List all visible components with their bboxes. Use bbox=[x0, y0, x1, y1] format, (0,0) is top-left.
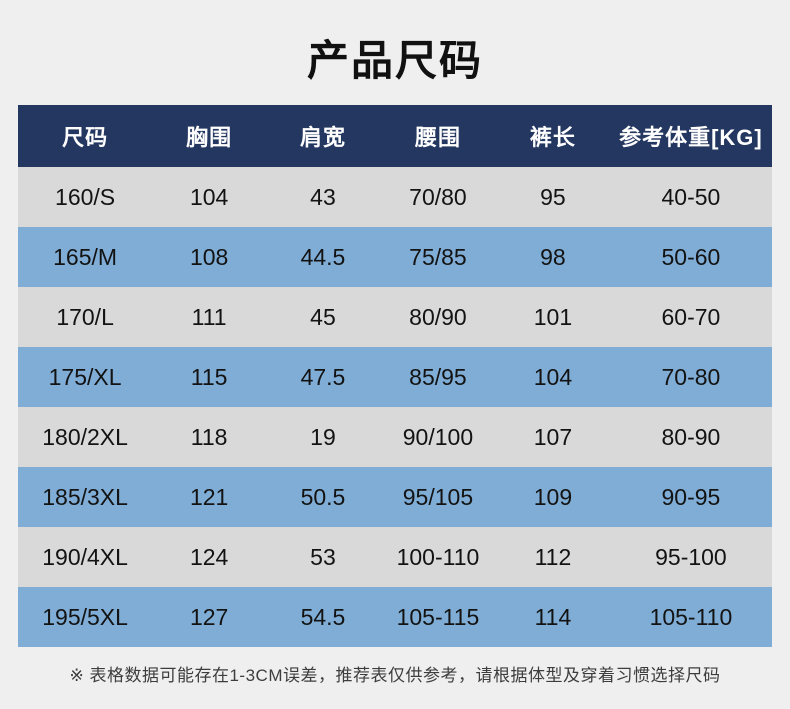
table-cell: 112 bbox=[496, 527, 610, 587]
table-cell: 100-110 bbox=[379, 527, 496, 587]
table-cell: 105-115 bbox=[379, 587, 496, 647]
table-row: 175/XL 115 47.5 85/95 104 70-80 bbox=[18, 347, 772, 407]
table-cell: 47.5 bbox=[266, 347, 380, 407]
table-cell: 50.5 bbox=[266, 467, 380, 527]
column-header: 肩宽 bbox=[266, 105, 380, 167]
table-cell: 95 bbox=[496, 167, 610, 227]
table-cell: 40-50 bbox=[609, 167, 772, 227]
table-cell: 43 bbox=[266, 167, 380, 227]
table-cell: 98 bbox=[496, 227, 610, 287]
column-header: 参考体重[KG] bbox=[609, 105, 772, 167]
table-cell: 114 bbox=[496, 587, 610, 647]
table-cell: 195/5XL bbox=[18, 587, 153, 647]
table-cell: 44.5 bbox=[266, 227, 380, 287]
table-cell: 101 bbox=[496, 287, 610, 347]
table-cell: 50-60 bbox=[609, 227, 772, 287]
table-row: 170/L 111 45 80/90 101 60-70 bbox=[18, 287, 772, 347]
table-cell: 95-100 bbox=[609, 527, 772, 587]
table-cell: 70/80 bbox=[379, 167, 496, 227]
table-cell: 115 bbox=[152, 347, 267, 407]
table-cell: 75/85 bbox=[379, 227, 496, 287]
table-cell: 85/95 bbox=[379, 347, 496, 407]
table-cell: 160/S bbox=[18, 167, 153, 227]
table-cell: 175/XL bbox=[18, 347, 153, 407]
table-cell: 118 bbox=[152, 407, 267, 467]
table-cell: 70-80 bbox=[609, 347, 772, 407]
table-cell: 104 bbox=[152, 167, 267, 227]
table-cell: 121 bbox=[152, 467, 267, 527]
size-chart-footnote: ※ 表格数据可能存在1-3CM误差，推荐表仅供参考，请根据体型及穿着习惯选择尺码 bbox=[69, 666, 721, 685]
table-cell: 105-110 bbox=[609, 587, 772, 647]
column-header: 尺码 bbox=[18, 105, 153, 167]
table-cell: 80/90 bbox=[379, 287, 496, 347]
table-cell: 45 bbox=[266, 287, 380, 347]
table-cell: 53 bbox=[266, 527, 380, 587]
table-row: 185/3XL 121 50.5 95/105 109 90-95 bbox=[18, 467, 772, 527]
table-row: 165/M 108 44.5 75/85 98 50-60 bbox=[18, 227, 772, 287]
table-row: 160/S 104 43 70/80 95 40-50 bbox=[18, 167, 772, 227]
size-table-body: 160/S 104 43 70/80 95 40-50 165/M 108 44.5 75/85 9… bbox=[18, 167, 772, 647]
page-title: 产品尺码 bbox=[306, 37, 483, 84]
table-cell: 95/105 bbox=[379, 467, 496, 527]
size-table-container: 尺码 胸围 肩宽 腰围 裤长 参考体重[KG] 160/S 104 43 70/80 95 40-5… bbox=[18, 105, 772, 647]
table-cell: 111 bbox=[152, 287, 267, 347]
table-row: 180/2XL 118 19 90/100 107 80-90 bbox=[18, 407, 772, 467]
table-row: 190/4XL 124 53 100-110 112 95-100 bbox=[18, 527, 772, 587]
table-cell: 80-90 bbox=[609, 407, 772, 467]
table-cell: 90/100 bbox=[379, 407, 496, 467]
table-cell: 180/2XL bbox=[18, 407, 153, 467]
column-header: 胸围 bbox=[152, 105, 267, 167]
table-cell: 90-95 bbox=[609, 467, 772, 527]
table-cell: 108 bbox=[152, 227, 267, 287]
size-table: 尺码 胸围 肩宽 腰围 裤长 参考体重[KG] 160/S 104 43 70/80 95 40-5… bbox=[18, 105, 772, 647]
table-cell: 104 bbox=[496, 347, 610, 407]
table-cell: 127 bbox=[152, 587, 267, 647]
size-table-header: 尺码 胸围 肩宽 腰围 裤长 参考体重[KG] bbox=[18, 105, 772, 167]
table-cell: 54.5 bbox=[266, 587, 380, 647]
header-row: 尺码 胸围 肩宽 腰围 裤长 参考体重[KG] bbox=[18, 105, 772, 167]
table-cell: 185/3XL bbox=[18, 467, 153, 527]
table-cell: 165/M bbox=[18, 227, 153, 287]
column-header: 裤长 bbox=[496, 105, 610, 167]
table-cell: 109 bbox=[496, 467, 610, 527]
table-cell: 19 bbox=[266, 407, 380, 467]
table-cell: 170/L bbox=[18, 287, 153, 347]
table-cell: 60-70 bbox=[609, 287, 772, 347]
table-cell: 107 bbox=[496, 407, 610, 467]
column-header: 腰围 bbox=[379, 105, 496, 167]
table-row: 195/5XL 127 54.5 105-115 114 105-110 bbox=[18, 587, 772, 647]
table-cell: 190/4XL bbox=[18, 527, 153, 587]
table-cell: 124 bbox=[152, 527, 267, 587]
